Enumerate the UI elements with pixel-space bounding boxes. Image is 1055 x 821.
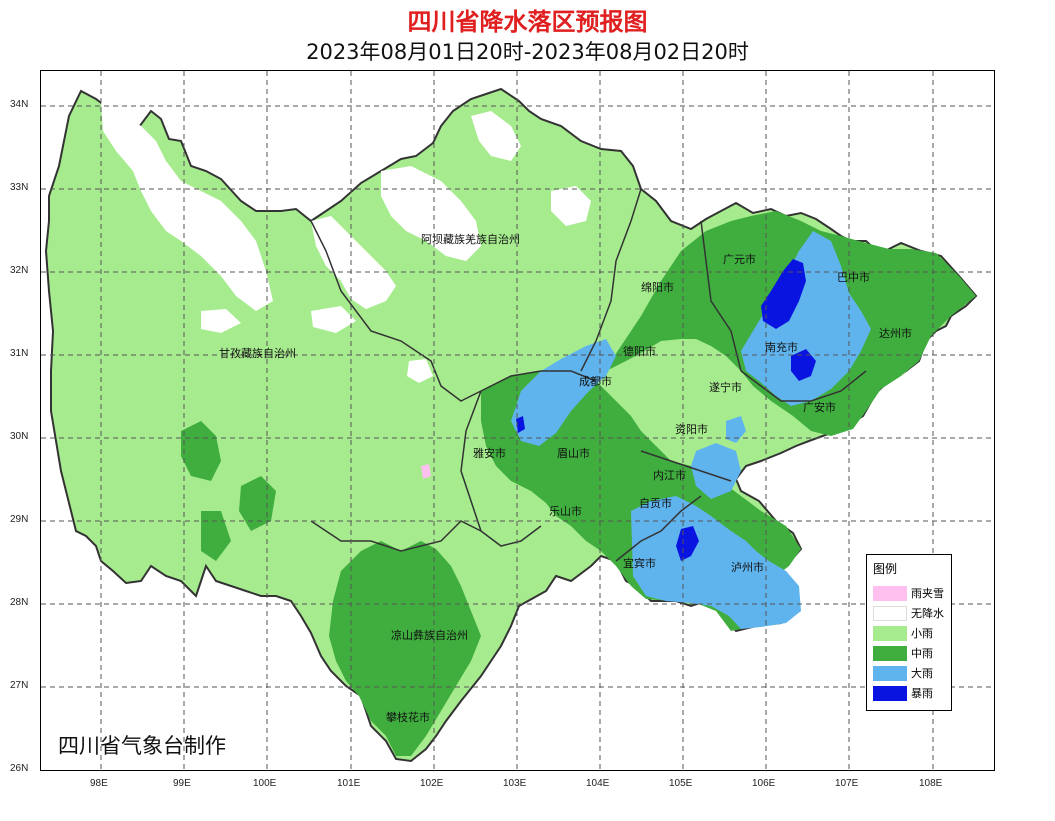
city-labels: 阿坝藏族羌族自治州 甘孜藏族自治州 凉山彝族自治州 攀枝花市 广元市 巴中市 绵…	[219, 232, 912, 724]
city-label: 资阳市	[675, 422, 708, 436]
legend-item: 暴雨	[873, 685, 933, 701]
heavy-rain-area	[691, 443, 741, 499]
legend-label: 暴雨	[911, 687, 933, 700]
city-label: 乐山市	[549, 504, 582, 518]
legend-swatch	[873, 645, 907, 661]
lon-tick-label: 104E	[586, 778, 610, 789]
no-precipitation-area	[471, 111, 521, 161]
legend-title: 图例	[873, 562, 898, 576]
lat-tick-label: 29N	[10, 514, 29, 525]
no-precipitation-area	[551, 186, 591, 226]
moderate-rain-area	[201, 511, 231, 561]
city-label: 甘孜藏族自治州	[219, 346, 296, 360]
city-label: 内江市	[653, 468, 686, 482]
lat-tick-label: 31N	[10, 348, 29, 359]
city-label: 绵阳市	[641, 280, 674, 294]
lat-tick-label: 32N	[10, 265, 29, 276]
moderate-rain-area	[181, 421, 221, 481]
legend-item: 雨夹雪	[873, 585, 944, 601]
legend-label: 中雨	[911, 647, 933, 660]
rainstorm-area	[761, 259, 806, 329]
lon-tick-label: 106E	[752, 778, 776, 789]
legend-swatch	[873, 585, 907, 601]
no-precipitation-area	[101, 101, 273, 311]
map-subtitle: 2023年08月01日20时-2023年08月02日20时	[306, 40, 749, 64]
lon-tick-label: 101E	[337, 778, 361, 789]
legend-label: 雨夹雪	[911, 587, 944, 600]
lat-tick-label: 33N	[10, 182, 29, 193]
city-label: 自贡市	[639, 496, 672, 510]
no-precipitation-area	[381, 166, 481, 261]
legend-swatch	[873, 605, 907, 621]
lon-tick-label: 103E	[503, 778, 527, 789]
legend-label: 小雨	[911, 627, 933, 640]
map-frame: 阿坝藏族羌族自治州 甘孜藏族自治州 凉山彝族自治州 攀枝花市 广元市 巴中市 绵…	[40, 70, 995, 771]
map-title: 四川省降水落区预报图	[407, 8, 648, 36]
moderate-rain-area	[329, 541, 481, 756]
precipitation-map: 阿坝藏族羌族自治州 甘孜藏族自治州 凉山彝族自治州 攀枝花市 广元市 巴中市 绵…	[41, 71, 994, 770]
legend-swatch	[873, 685, 907, 701]
lat-tick-label: 30N	[10, 431, 29, 442]
rainstorm-area	[516, 416, 525, 433]
lon-tick-label: 100E	[253, 778, 277, 789]
legend-item: 中雨	[873, 645, 933, 661]
legend-label: 无降水	[911, 607, 944, 620]
city-label: 达州市	[879, 326, 912, 340]
lon-tick-label: 105E	[669, 778, 693, 789]
lon-tick-label: 107E	[835, 778, 859, 789]
sleet-area	[421, 464, 431, 479]
city-label: 雅安市	[473, 446, 506, 460]
legend-item: 大雨	[873, 665, 933, 681]
city-label: 广安市	[803, 400, 836, 414]
legend-item: 无降水	[873, 605, 944, 621]
city-label: 广元市	[723, 252, 756, 266]
city-label: 德阳市	[623, 344, 656, 358]
city-label: 眉山市	[557, 446, 590, 460]
city-label: 泸州市	[731, 560, 764, 574]
heavy-rain-area	[511, 339, 616, 446]
lat-tick-label: 34N	[10, 99, 29, 110]
lat-tick-label: 27N	[10, 680, 29, 691]
legend-item: 小雨	[873, 625, 933, 641]
lon-tick-label: 102E	[420, 778, 444, 789]
legend: 图例 雨夹雪 无降水 小雨 中雨 大雨 暴雨	[866, 554, 952, 711]
lon-tick-label: 99E	[173, 778, 191, 789]
no-precipitation-area	[201, 309, 241, 333]
city-label: 凉山彝族自治州	[391, 628, 468, 642]
lat-tick-label: 28N	[10, 597, 29, 608]
city-label: 遂宁市	[709, 380, 742, 394]
prefecture-boundaries	[310, 188, 867, 562]
heavy-rain-area	[741, 231, 871, 406]
no-precipitation-area	[311, 216, 396, 309]
lon-tick-label: 108E	[919, 778, 943, 789]
no-precipitation-area	[407, 359, 433, 383]
lon-tick-label: 98E	[90, 778, 108, 789]
heavy-rain-area	[631, 496, 801, 629]
graticule	[41, 71, 994, 770]
city-label: 南充市	[765, 340, 798, 354]
city-label: 阿坝藏族羌族自治州	[421, 232, 520, 246]
city-label: 成都市	[579, 374, 612, 388]
lat-tick-label: 26N	[10, 763, 29, 774]
legend-swatch	[873, 625, 907, 641]
heavy-rain-area	[726, 416, 746, 443]
city-label: 攀枝花市	[386, 710, 430, 724]
rainstorm-area	[676, 526, 699, 561]
city-label: 宜宾市	[623, 556, 656, 570]
no-precipitation-area	[311, 306, 356, 333]
legend-swatch	[873, 665, 907, 681]
city-label: 巴中市	[837, 270, 870, 284]
credit-text: 四川省气象台制作	[58, 734, 226, 758]
rainstorm-area	[791, 349, 816, 381]
legend-label: 大雨	[911, 667, 933, 680]
